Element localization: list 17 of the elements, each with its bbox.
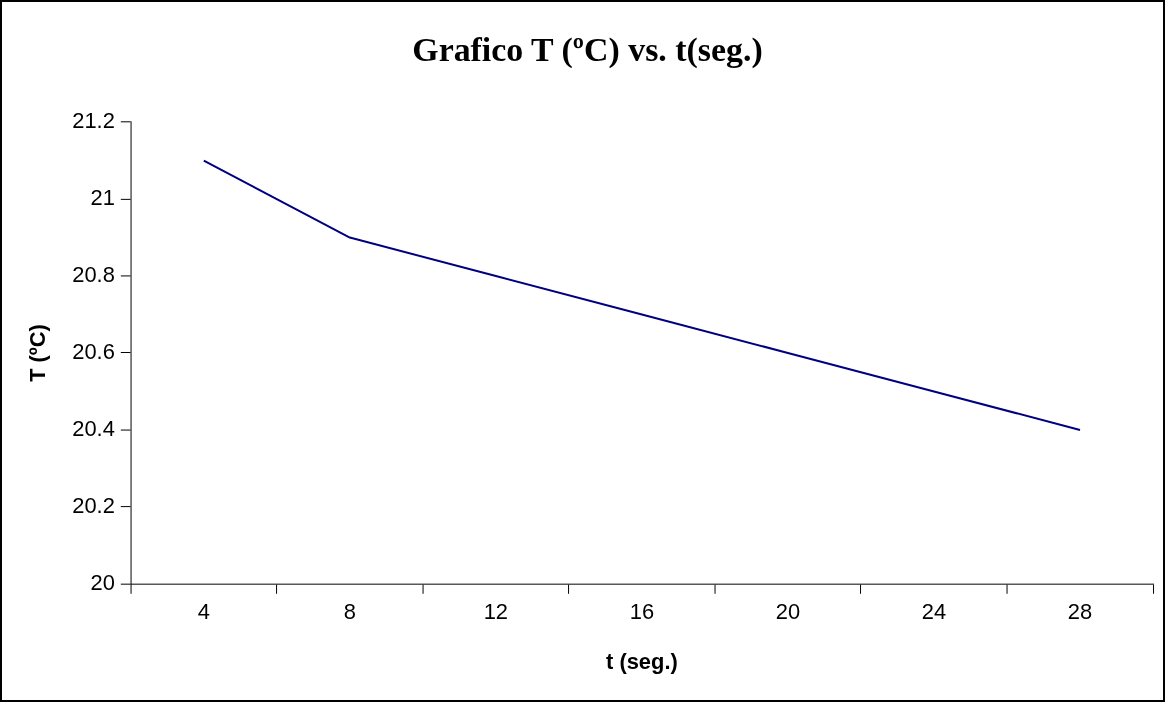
- x-tick-label: 8: [343, 598, 356, 624]
- x-tick-label: 20: [775, 598, 801, 624]
- x-tick-label: 4: [197, 598, 210, 624]
- y-tick-label: 20: [90, 569, 115, 595]
- y-tick-label: 20.2: [72, 492, 115, 518]
- x-axis-title: t (seg.): [606, 649, 678, 675]
- x-tick-label: 24: [921, 598, 947, 624]
- y-tick-label: 20.4: [72, 416, 115, 441]
- x-tick-label: 28: [1067, 598, 1093, 624]
- y-tick-label: 21: [90, 185, 115, 211]
- y-tick-label: 20.6: [72, 339, 115, 365]
- y-tick-label: 20.8: [72, 262, 115, 288]
- chart-title: Grafico T (ºC) vs. t(seg.): [412, 30, 763, 69]
- y-tick-label: 21.2: [72, 108, 115, 134]
- y-axis-title: T (ºC): [25, 324, 51, 382]
- x-tick-label: 12: [483, 598, 509, 624]
- x-tick-label: 16: [629, 598, 655, 624]
